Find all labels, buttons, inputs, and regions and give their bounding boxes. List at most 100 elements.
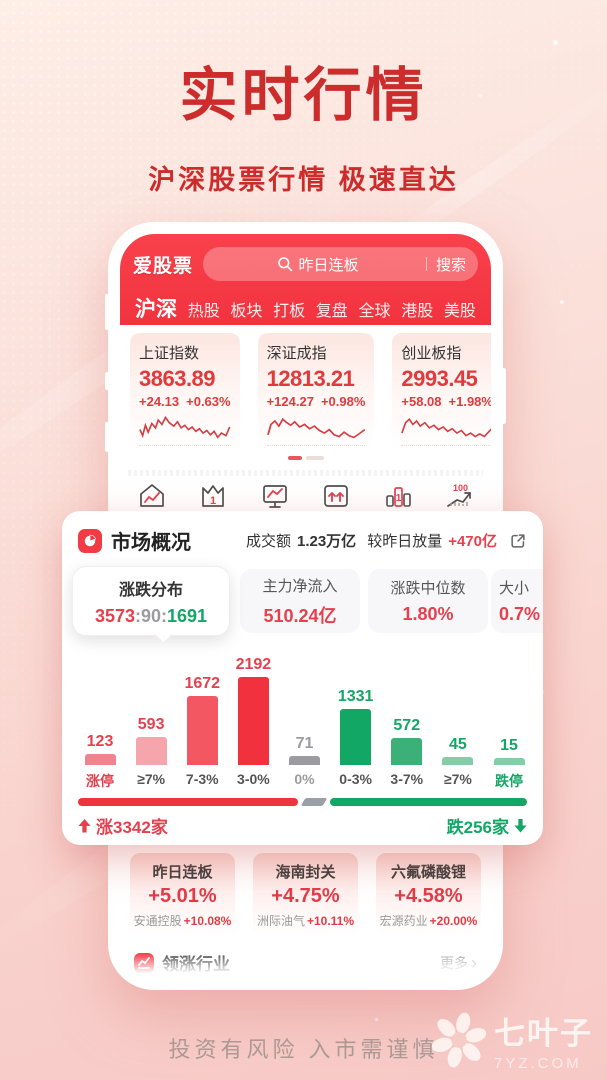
- nav-tab-hot[interactable]: 热股: [187, 303, 220, 320]
- bar-column: 2192 3-0%: [235, 656, 272, 787]
- nav-tab-hushen[interactable]: 沪深: [135, 298, 177, 321]
- hot-topic-pct: +4.58%: [394, 885, 463, 907]
- bar-chart: 123 涨停 593 ≥7% 1672 7-3% 2192 3-0% 71 0% 1331 0-3% 5…: [82, 653, 527, 789]
- app-logo: 爱股票: [133, 255, 194, 277]
- page-subtitle: 沪深股票行情 极速直达: [148, 165, 459, 195]
- phone-side-button: [105, 372, 109, 390]
- bar-column: 572 3-7%: [390, 717, 424, 787]
- index-sparkline: [401, 414, 491, 446]
- nav-tab-daban[interactable]: 打板: [273, 303, 306, 320]
- stat-tab-size-clipped[interactable]: 大小 0.7%: [491, 569, 543, 633]
- index-sparkline: [139, 414, 231, 446]
- stat-tab-median-change[interactable]: 涨跌中位数 1.80%: [368, 569, 488, 633]
- bar-column: 45 ≥7%: [442, 736, 474, 787]
- breadth-bar: [78, 798, 527, 806]
- limit-up-icon[interactable]: [320, 480, 352, 512]
- bar: [391, 738, 423, 765]
- hot-topic-card[interactable]: 海南封关 +4.75% 洲际油气 +10.11%: [253, 853, 358, 937]
- nav-tab-hk[interactable]: 港股: [401, 303, 434, 320]
- industry-icon: [134, 952, 154, 973]
- index-change-pct: +0.98%: [320, 394, 366, 409]
- index-name: 深证成指: [266, 345, 327, 362]
- board-review-icon[interactable]: [259, 480, 291, 512]
- list-divider: [128, 470, 483, 476]
- index-value: 3863.89: [139, 366, 216, 391]
- hot-topic-card[interactable]: 昨日连板 +5.01% 安通控股 +10.08%: [130, 853, 235, 937]
- turnover-label: 成交额: [245, 533, 291, 550]
- bar: [442, 757, 474, 765]
- index-change-pct: +0.63%: [186, 394, 231, 409]
- search-divider: [425, 257, 427, 271]
- index-card-shanghai[interactable]: 上证指数 3863.89 +24.13 +0.63%: [130, 333, 240, 451]
- rank-first-icon[interactable]: 1: [197, 480, 229, 512]
- hot-topic-stock-pct: +20.00%: [429, 914, 478, 928]
- bar: [84, 754, 116, 765]
- bar: [289, 756, 320, 765]
- market-overview-title: 市场概况: [111, 532, 191, 554]
- up-arrow-icon: [78, 818, 91, 832]
- nav-tab-us[interactable]: 美股: [443, 303, 476, 320]
- carousel-dot-active: [287, 456, 302, 460]
- app-header: 爱股票 昨日连板 搜索: [120, 234, 491, 325]
- brand-name: 七叶子: [494, 1016, 593, 1051]
- stat-tab-main-inflow[interactable]: 主力净流入 510.24亿: [240, 569, 360, 633]
- new-high-icon[interactable]: 100: [443, 480, 475, 512]
- index-change: +24.13: [139, 394, 180, 409]
- hot-topic-stock: 洲际油气: [256, 914, 305, 928]
- search-input[interactable]: 昨日连板 搜索: [203, 247, 478, 281]
- index-value: 12813.21: [266, 366, 355, 391]
- svg-text:1: 1: [395, 493, 401, 504]
- carousel-dot: [305, 456, 324, 460]
- phone-side-button: [105, 294, 109, 330]
- decline-total-label: 跌256家: [446, 818, 509, 837]
- index-value: 2993.45: [401, 366, 478, 391]
- advance-count: 3573: [94, 605, 135, 626]
- index-change-pct: +1.98%: [448, 394, 491, 409]
- svg-text:1: 1: [210, 495, 216, 507]
- nav-tab-review[interactable]: 复盘: [315, 303, 348, 320]
- stat-tab-updown-distribution[interactable]: 涨跌分布 3573:90:1691: [72, 566, 230, 636]
- hot-topic-stock: 安通控股: [133, 914, 182, 928]
- market-overview-card: 市场概况 成交额 1.23万亿 较昨日放量 +470亿 涨跌分布 3573:90…: [62, 511, 543, 845]
- bar-column: 1672 7-3%: [184, 675, 221, 787]
- index-change: +58.08: [401, 394, 442, 409]
- bar: [237, 677, 269, 765]
- search-icon: [277, 256, 293, 272]
- search-button[interactable]: 搜索: [435, 256, 466, 274]
- index-cards: 上证指数 3863.89 +24.13 +0.63% 深证成指 12813.21 …: [130, 333, 491, 451]
- hot-topic-pct: +5.01%: [148, 885, 217, 907]
- index-name: 上证指数: [139, 345, 200, 362]
- phone-side-button: [105, 422, 109, 452]
- hot-topic-stock-pct: +10.11%: [306, 914, 355, 928]
- index-card-chinext[interactable]: 创业板指 2993.45 +58.08 +1.98%: [392, 333, 491, 451]
- index-card-shenzhen[interactable]: 深证成指 12813.21 +124.27 +0.98%: [257, 333, 375, 451]
- watermark-logo: 七叶子 7YZ.COM: [428, 1008, 593, 1072]
- nav-tab-sector[interactable]: 板块: [230, 303, 263, 320]
- hot-topic-title: 海南封关: [275, 864, 336, 881]
- bar: [493, 758, 525, 765]
- nav-tab-global[interactable]: 全球: [358, 303, 391, 320]
- turnover-value: 1.23万亿: [296, 533, 357, 550]
- hot-topic-stock-pct: +10.08%: [183, 914, 232, 928]
- svg-text:100: 100: [453, 483, 468, 493]
- industry-title: 领涨行业: [162, 955, 230, 974]
- hot-topic-card[interactable]: 六氟磷酸锂 +4.58% 宏源药业 +20.00%: [376, 853, 481, 937]
- chevron-right-icon: ›: [471, 952, 477, 973]
- quick-entry-row: 1 1 100: [120, 480, 491, 512]
- hero-section: 实时行情 沪深股票行情 极速直达: [0, 0, 607, 197]
- hot-topic-stock: 宏源药业: [379, 914, 428, 928]
- bar-rank-icon[interactable]: 1: [382, 480, 414, 512]
- bar-column: 1331 0-3%: [337, 688, 374, 787]
- home-market-icon[interactable]: [136, 480, 168, 512]
- hot-topic-pct: +4.75%: [271, 885, 340, 907]
- more-button[interactable]: 更多 ›: [440, 952, 477, 973]
- leading-industry-row[interactable]: 领涨行业 更多 ›: [134, 950, 477, 975]
- index-change: +124.27: [266, 394, 314, 409]
- index-name: 创业板指: [401, 345, 462, 362]
- bar-column: 123 涨停: [84, 733, 116, 789]
- external-link-icon[interactable]: [509, 532, 527, 550]
- market-nav-tabs: 沪深 热股 板块 打板 复盘 全球 港股 美股: [120, 281, 491, 323]
- carousel-indicator: [120, 456, 491, 460]
- sparkle-dot: [560, 300, 564, 304]
